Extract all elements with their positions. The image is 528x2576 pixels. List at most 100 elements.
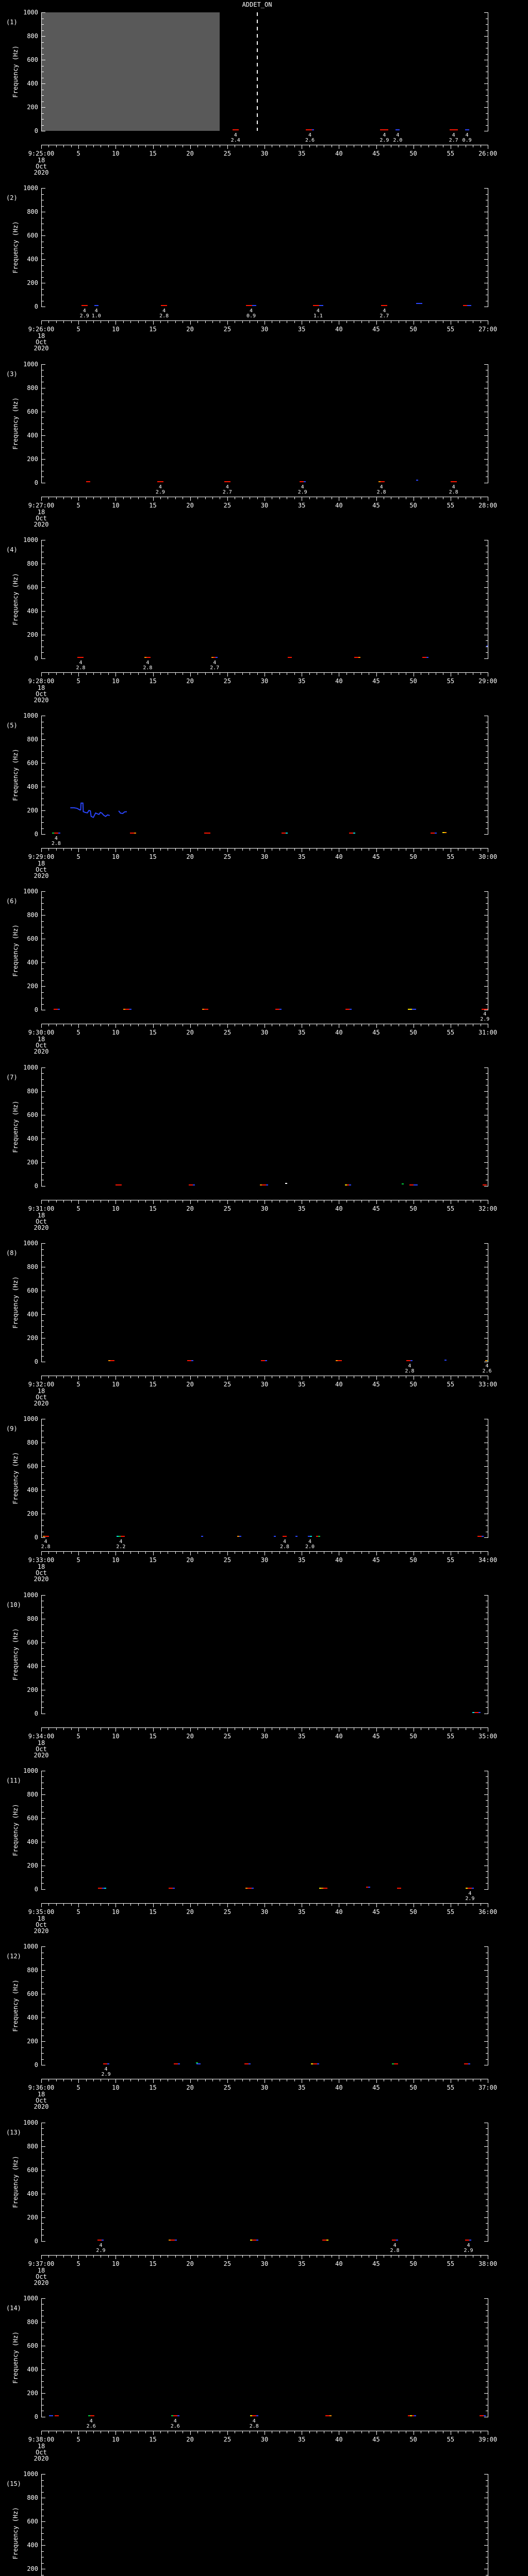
end-time-label: 37:00 [478,2084,498,2092]
y-tick [42,1970,45,1971]
x-tick [41,1200,42,1204]
date-line: 2020 [34,1224,49,1231]
y-tick [484,810,488,811]
x-tick [130,672,131,675]
y-tick-label: 800 [27,911,38,919]
detection-mark [259,1184,268,1185]
x-tick [138,1200,139,1202]
y-tick [42,1776,44,1777]
x-tick [257,2431,258,2433]
x-tick [212,497,213,499]
y-tick [484,1666,488,1667]
panel-number: (13) [6,2128,21,2136]
y-tick [486,423,488,424]
plot-area [41,364,488,483]
y-tick [42,915,45,916]
y-tick [42,593,44,594]
x-tick-label: 10 [112,1908,120,1916]
x-tick [205,1727,206,1730]
x-tick [123,321,124,324]
x-tick-label: 50 [409,1732,417,1740]
start-time-label: 9:28:00 [28,677,55,685]
detection-annotation: 4 2.6 [86,2418,96,2429]
detection-mark [196,2063,201,2065]
x-tick [205,497,206,499]
y-tick [42,1537,45,1538]
x-tick [123,1200,124,1202]
detection-annotation: 4 2.9 [380,132,389,143]
y-tick [42,1355,44,1357]
x-tick [63,2255,64,2258]
x-tick [279,1376,280,1379]
y-tick [486,1958,488,1959]
x-tick [78,849,79,853]
y-tick [42,2146,45,2147]
x-tick [346,2255,347,2258]
x-tick-label: 35 [298,1908,306,1916]
y-tick [42,83,45,84]
detection-mark [245,1888,254,1889]
x-tick [294,321,295,324]
x-tick-label: 55 [447,1381,455,1388]
panel-number: (5) [6,722,18,730]
panel-number: (6) [6,897,18,905]
x-tick-label: 45 [372,677,380,685]
x-tick-label: 45 [372,1732,380,1740]
x-tick [123,145,124,147]
y-tick [42,652,44,653]
end-time-label: 28:00 [478,501,498,509]
y-tick-label: 800 [27,560,38,567]
x-tick [56,2431,57,2433]
y-tick [42,2375,44,2376]
x-tick [227,2079,228,2083]
spectrogram-panel-8: (8) Frequency (Hz) 4 2.8 4 2.6 0 200 400 600 800… [0,1231,528,1406]
x-tick-label: 40 [335,853,343,861]
y-tick-label: 1000 [23,888,38,895]
x-tick [242,2255,243,2258]
x-tick [78,2079,79,2083]
x-tick [41,1903,42,1907]
date-line: 18 [37,508,45,516]
y-tick-label: 400 [27,959,38,967]
x-tick-label: 35 [298,1029,306,1037]
y-tick [484,915,488,916]
x-tick-label: 55 [447,2084,455,2092]
x-tick [376,1727,377,1732]
x-tick [346,321,347,324]
detection-mark [250,2239,258,2241]
spectrogram-panel-4: (4) Frequency (Hz) 4 2.8 4 2.8 4 2.7 0 200 400 6… [0,528,528,703]
x-tick [205,321,206,324]
y-tick [486,822,488,823]
y-tick [486,1654,488,1655]
y-tick [486,2551,488,2552]
x-tick [78,497,79,501]
plot-area [41,1419,488,1537]
x-tick-label: 45 [372,1908,380,1916]
x-tick-label: 15 [149,853,157,861]
x-tick [309,2431,310,2433]
x-tick [123,497,124,499]
y-tick [42,1243,45,1244]
y-axis-label: Frequency (Hz) [12,2331,19,2384]
x-tick [41,1024,42,1028]
x-tick [48,849,50,851]
y-tick [486,1249,488,1250]
y-tick [486,2492,488,2493]
x-tick-label: 15 [149,1029,157,1037]
x-tick-label: 45 [372,2260,380,2267]
x-tick [108,145,109,147]
detection-mark [250,2415,258,2416]
y-tick-label: 400 [27,431,38,439]
x-tick [108,2431,109,2433]
detection-annotation: 4 1.1 [313,308,323,319]
detection-mark [472,1711,481,1713]
y-tick [486,974,488,975]
detection-mark [129,833,136,834]
y-tick [486,575,488,576]
date-line: Oct [36,163,47,170]
x-tick [175,1200,176,1202]
y-tick [486,1788,488,1789]
y-tick [484,1314,488,1315]
y-tick [484,1642,488,1643]
x-tick [205,1200,206,1202]
